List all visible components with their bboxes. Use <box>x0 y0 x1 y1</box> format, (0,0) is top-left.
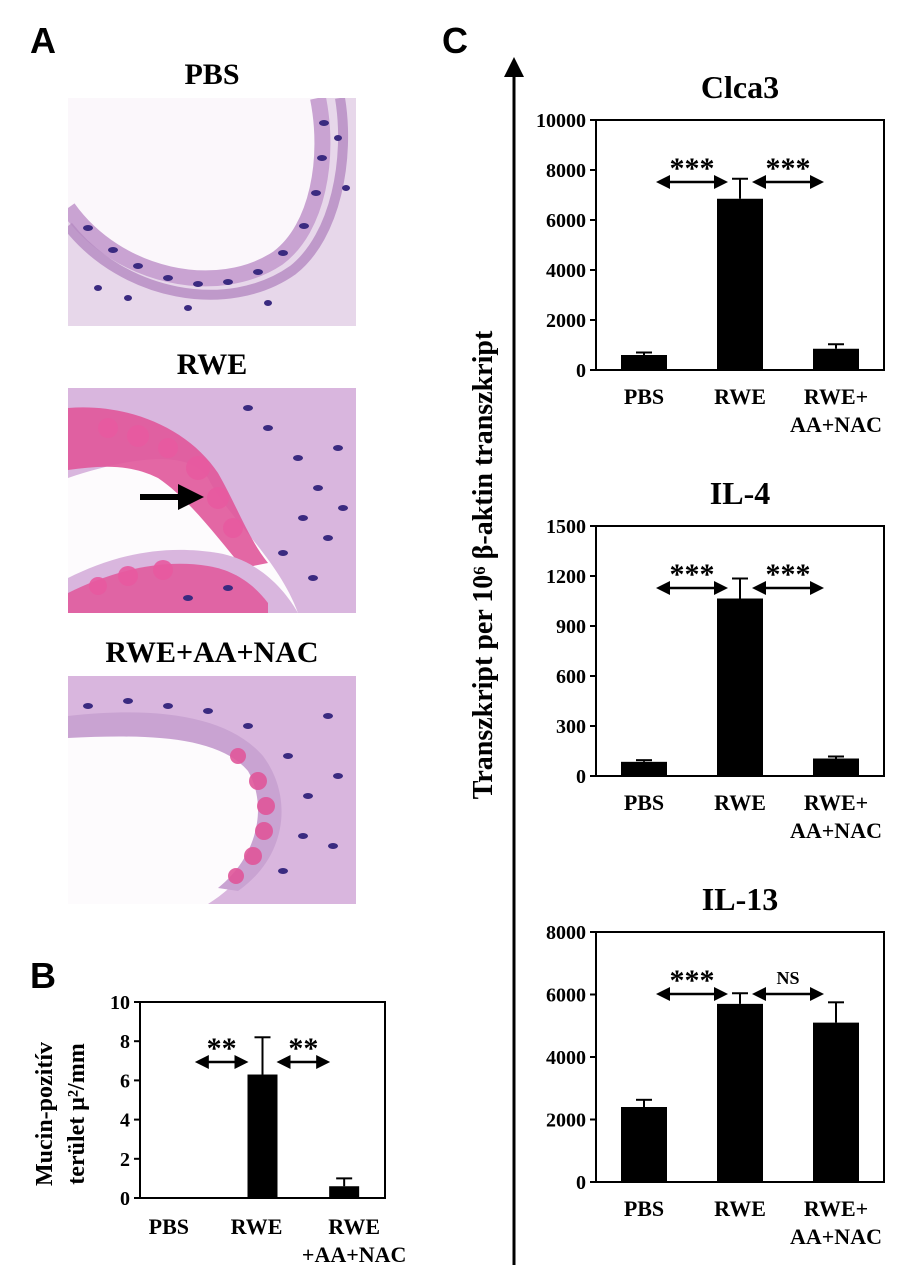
y-tick-label: 10 <box>110 992 130 1014</box>
y-tick-label: 0 <box>576 360 586 382</box>
y-tick-label: 6000 <box>546 985 586 1007</box>
significance-label: ** <box>207 1032 237 1065</box>
y-tick-label: 300 <box>556 716 586 738</box>
y-tick-label: 0 <box>576 766 586 788</box>
chart-title: IL-13 <box>702 881 778 917</box>
category-label: RWE <box>714 1196 766 1221</box>
significance-label: *** <box>670 964 715 997</box>
chart-panel-b: Mucin-pozitív terület μ²/mm 0 2 4 6 8 10 PBS RW… <box>32 992 407 1267</box>
panel-letter-a: A <box>30 20 56 61</box>
category-label: PBS <box>624 1196 664 1221</box>
y-tick-label: 600 <box>556 666 586 688</box>
bar <box>621 355 667 370</box>
histology-title-rwe-aa-nac: RWE+AA+NAC <box>105 636 319 669</box>
category-label: PBS <box>624 384 664 409</box>
y-tick-label: 900 <box>556 616 586 638</box>
y-tick-label: 8 <box>120 1031 130 1053</box>
significance-label: *** <box>670 152 715 185</box>
y-axis-label-line-1: Mucin-pozitív <box>32 1042 58 1186</box>
chart-il13: IL-13 0 2000 4000 6000 8000 PBS RWE RWE+ AA+NAC **… <box>546 881 885 1249</box>
category-label: +AA+NAC <box>302 1242 407 1267</box>
chart-clca3: Clca3 0 2000 4000 6000 8000 10000 PBS RWE RWE+ AA+… <box>536 69 885 437</box>
y-tick-label: 8000 <box>546 922 586 944</box>
bar <box>717 1003 763 1182</box>
significance-label: *** <box>766 558 811 591</box>
category-label: RWE+ <box>804 790 868 815</box>
y-tick-label: 0 <box>576 1172 586 1194</box>
category-label: AA+NAC <box>790 818 882 843</box>
y-tick-label: 6000 <box>546 210 586 232</box>
bar <box>717 598 763 776</box>
c-y-axis-label: Transzkript per 10⁶ β-aktin transzkript <box>468 330 499 799</box>
comparison-arrow <box>656 175 728 189</box>
bar <box>717 198 763 370</box>
y-tick-label: 2000 <box>546 310 586 332</box>
category-label: PBS <box>624 790 664 815</box>
category-label: RWE <box>714 790 766 815</box>
histology-image-pbs <box>68 98 356 326</box>
significance-label: *** <box>670 558 715 591</box>
category-label: PBS <box>149 1214 189 1239</box>
comparison-arrow <box>194 1055 249 1069</box>
comparison-arrow <box>656 987 728 1001</box>
y-tick-label: 4000 <box>546 1047 586 1069</box>
y-tick-label: 4000 <box>546 260 586 282</box>
histology-image-rwe <box>68 388 356 613</box>
bar <box>165 1198 196 1199</box>
y-tick-label: 1200 <box>546 566 586 588</box>
y-tick-label: 4 <box>120 1110 130 1132</box>
bar <box>813 1022 859 1182</box>
bar <box>247 1074 278 1198</box>
y-axis-label-line-2: terület μ²/mm <box>64 1043 90 1184</box>
category-label: RWE <box>328 1214 380 1239</box>
comparison-arrow <box>752 175 824 189</box>
comparison-arrow <box>656 581 728 595</box>
panel-letter-c: C <box>442 20 468 61</box>
category-label: RWE+ <box>804 1196 868 1221</box>
significance-label: *** <box>766 152 811 185</box>
category-label: AA+NAC <box>790 412 882 437</box>
y-tick-label: 1500 <box>546 516 586 538</box>
histology-title-rwe: RWE <box>176 348 248 381</box>
c-y-axis-arrow: Transzkript per 10⁶ β-aktin transzkript <box>468 57 524 1265</box>
panel-letter-b: B <box>30 955 56 996</box>
category-label: AA+NAC <box>790 1224 882 1249</box>
histology-image-rwe-aa-nac <box>68 676 356 904</box>
category-label: RWE+ <box>804 384 868 409</box>
bar <box>329 1186 360 1198</box>
y-tick-label: 10000 <box>536 110 586 132</box>
y-tick-label: 0 <box>120 1188 130 1210</box>
category-label: RWE <box>714 384 766 409</box>
y-tick-label: 2 <box>120 1149 130 1171</box>
comparison-arrow <box>752 581 824 595</box>
category-label: RWE <box>231 1214 283 1239</box>
significance-label: NS <box>776 968 799 988</box>
chart-title: Clca3 <box>701 69 779 105</box>
comparison-arrow <box>752 987 824 1001</box>
bar <box>621 761 667 776</box>
significance-label: ** <box>288 1032 318 1065</box>
y-tick-label: 2000 <box>546 1110 586 1132</box>
comparison-arrow <box>276 1055 331 1069</box>
histology-title-pbs: PBS <box>184 58 240 91</box>
chart-title: IL-4 <box>710 475 770 511</box>
y-tick-label: 6 <box>120 1070 130 1092</box>
y-tick-label: 8000 <box>546 160 586 182</box>
bar <box>621 1107 667 1182</box>
chart-il4: IL-4 0 300 600 900 1200 1500 PBS RWE RWE+ AA+NAC **… <box>546 475 885 843</box>
bar <box>813 348 859 370</box>
bar <box>813 758 859 776</box>
